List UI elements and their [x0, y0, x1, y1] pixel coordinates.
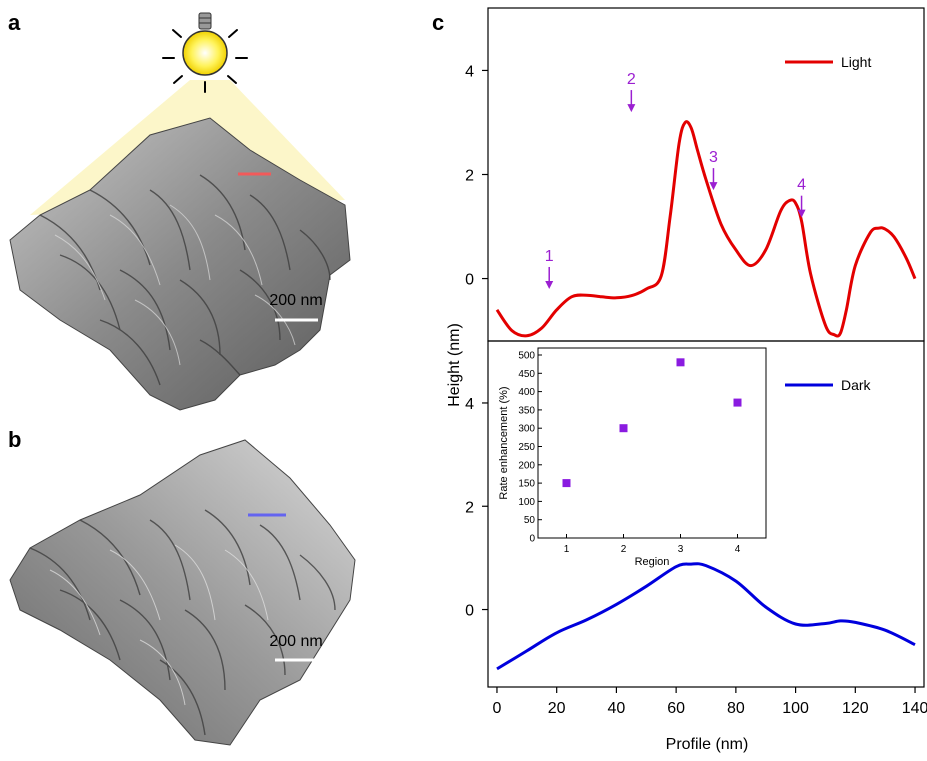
- annotation-3: 3: [709, 149, 718, 191]
- inset-points: [562, 358, 742, 488]
- inset-y-tick-label: 300: [518, 424, 535, 435]
- annotation-label: 3: [709, 149, 718, 166]
- x-tick-label: 0: [493, 700, 502, 717]
- top-y-tick-label: 4: [465, 63, 474, 80]
- inset-y-tick-label: 150: [518, 479, 535, 490]
- x-tick-label: 80: [727, 700, 745, 717]
- legend-light: Light: [785, 54, 871, 70]
- x-tick-label: 20: [548, 700, 566, 717]
- top-y-axis: 0 2 4: [465, 63, 488, 289]
- annotation-arrow-head: [545, 280, 554, 289]
- inset-y-tick-label: 100: [518, 497, 535, 508]
- light-bulb-icon: [162, 12, 248, 93]
- annotation-label: 4: [797, 177, 806, 194]
- inset-point: [676, 358, 685, 367]
- inset-y-tick-label: 400: [518, 387, 535, 398]
- top-y-tick-label: 2: [465, 168, 474, 185]
- plot-frame-bottom: [487, 340, 925, 688]
- legend-light-label: Light: [841, 54, 871, 70]
- scale-bar-label-a: 200 nm: [269, 292, 322, 309]
- annotation-arrow-head: [709, 182, 718, 191]
- inset-y-tick-label: 450: [518, 369, 535, 380]
- afm-image-dark: [9, 439, 356, 746]
- inset-point: [619, 424, 628, 433]
- x-tick-label: 120: [842, 700, 869, 717]
- annotation-1: 1: [545, 248, 554, 289]
- inset-y-tick-label: 50: [524, 515, 536, 526]
- panel-a: a: [8, 10, 351, 411]
- annotation-arrow-head: [627, 104, 636, 113]
- annotation-2: 2: [627, 71, 636, 113]
- x-tick-label: 140: [902, 700, 927, 717]
- x-axis-title: Profile (nm): [666, 736, 749, 753]
- y-axis-title: Height (nm): [446, 323, 463, 407]
- inset-point: [733, 398, 742, 407]
- x-tick-label: 40: [608, 700, 626, 717]
- annotation-4: 4: [797, 177, 806, 218]
- bottom-y-tick-label: 2: [465, 499, 474, 516]
- x-axis: 0 20 40 60 80 100 120 140: [493, 687, 927, 717]
- peak-annotations: 1 2 3 4: [545, 71, 806, 289]
- inset-y-title: Rate enhancement (%): [498, 386, 510, 499]
- annotation-arrow-head: [797, 209, 806, 218]
- panel-b-letter: b: [8, 427, 21, 452]
- inset-y-tick-label: 200: [518, 460, 535, 471]
- dark-series-line: [496, 562, 916, 671]
- panel-a-letter: a: [8, 10, 21, 35]
- bottom-y-tick-label: 0: [465, 603, 474, 620]
- inset-y-tick-label: 500: [518, 351, 535, 362]
- inset-point: [562, 479, 571, 488]
- top-y-tick-label: 0: [465, 272, 474, 289]
- annotation-label: 2: [627, 71, 636, 88]
- panel-b: b: [8, 427, 356, 746]
- inset-x-title: Region: [635, 556, 670, 568]
- scale-bar-label-b: 200 nm: [269, 633, 322, 650]
- legend-dark: Dark: [785, 377, 872, 393]
- inset-x-tick-label: 3: [678, 544, 684, 555]
- light-series-line: [495, 120, 917, 338]
- afm-image-light: [9, 117, 351, 411]
- x-tick-label: 100: [782, 700, 809, 717]
- inset-y-tick-label: 250: [518, 442, 535, 453]
- bottom-y-tick-label: 4: [465, 396, 474, 413]
- inset-y-tick-label: 350: [518, 405, 535, 416]
- legend-dark-label: Dark: [841, 377, 872, 393]
- panel-c-letter: c: [432, 10, 444, 35]
- x-tick-label: 60: [667, 700, 685, 717]
- inset-axes: 0 50 100 150 200 250 300 350 400 450 500 1 2 3 4: [518, 351, 740, 556]
- inset-x-tick-label: 2: [621, 544, 627, 555]
- bottom-y-axis: 0 2 4: [465, 396, 488, 620]
- inset-y-tick-label: 0: [529, 534, 535, 545]
- inset-x-tick-label: 4: [735, 544, 741, 555]
- rate-inset: 0 50 100 150 200 250 300 350 400 450 500 1 2 3 4 Rate …: [498, 347, 767, 568]
- annotation-label: 1: [545, 248, 554, 265]
- inset-x-tick-label: 1: [564, 544, 570, 555]
